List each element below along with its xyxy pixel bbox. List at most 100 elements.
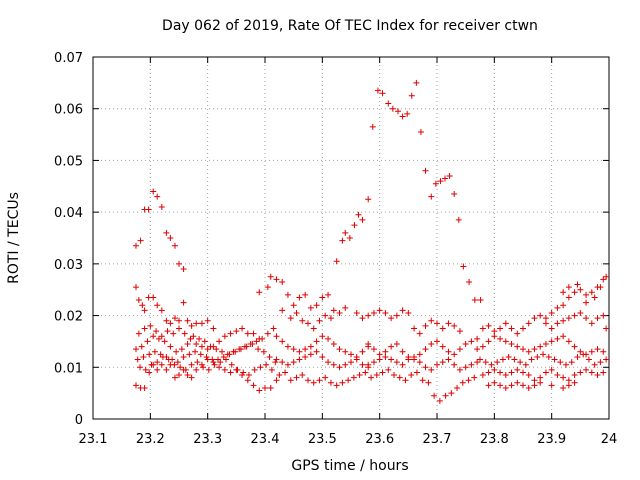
- data-point: [588, 289, 595, 296]
- data-point: [339, 379, 346, 386]
- data-point: [348, 351, 354, 358]
- data-point: [520, 325, 526, 332]
- data-point: [141, 307, 148, 314]
- data-point: [327, 315, 334, 322]
- data-point: [431, 392, 438, 399]
- data-point: [256, 335, 263, 342]
- data-point: [336, 346, 343, 353]
- data-point: [522, 361, 529, 368]
- chart-title: Day 062 of 2019, Rate Of TEC Index for r…: [162, 18, 538, 34]
- data-point: [184, 372, 191, 379]
- data-point: [217, 359, 224, 366]
- data-point: [203, 353, 210, 360]
- data-point: [497, 325, 504, 332]
- data-point: [158, 203, 165, 210]
- data-point: [399, 361, 406, 368]
- data-point: [502, 384, 509, 391]
- x-tick-label: 23.6: [365, 432, 394, 447]
- data-point: [198, 343, 205, 350]
- data-point: [434, 361, 440, 368]
- data-point: [416, 330, 423, 337]
- data-point: [374, 87, 381, 94]
- data-point: [416, 351, 423, 358]
- grid-lines: [93, 57, 609, 419]
- data-point: [417, 128, 424, 135]
- data-point: [445, 348, 452, 355]
- data-point: [465, 377, 472, 384]
- data-point: [151, 348, 158, 355]
- data-point: [227, 369, 234, 376]
- data-point: [439, 343, 446, 350]
- data-point: [588, 348, 595, 355]
- data-point: [147, 322, 154, 329]
- data-point: [163, 366, 170, 373]
- data-point: [511, 356, 518, 363]
- data-point: [355, 211, 362, 218]
- data-point: [534, 353, 541, 360]
- data-point: [336, 309, 343, 316]
- data-point: [585, 356, 592, 363]
- data-point: [359, 315, 366, 322]
- data-point: [158, 307, 165, 314]
- data-point: [514, 330, 521, 337]
- data-point: [290, 302, 297, 309]
- data-point: [428, 193, 435, 200]
- data-point: [171, 361, 178, 368]
- data-point: [537, 343, 544, 350]
- x-tick-label: 23.4: [251, 432, 280, 447]
- data-point: [186, 351, 193, 358]
- data-point: [425, 379, 432, 386]
- data-point: [491, 328, 498, 335]
- data-point: [565, 315, 572, 322]
- data-point: [565, 284, 572, 291]
- data-point: [399, 113, 406, 120]
- data-point: [209, 356, 216, 363]
- data-point: [133, 284, 139, 291]
- data-point: [537, 374, 544, 381]
- data-point: [565, 294, 572, 301]
- data-point: [554, 372, 561, 379]
- data-point: [548, 338, 555, 345]
- data-point: [422, 364, 429, 371]
- data-point: [468, 338, 475, 345]
- data-point: [333, 382, 340, 389]
- data-point: [557, 359, 564, 366]
- data-point: [542, 315, 549, 322]
- axis-ticks: 23.1 23.2 23.3 23.4 23.5 23.6 23.7 23.8 23.9 24 0 0…: [54, 51, 617, 447]
- data-point: [583, 299, 590, 306]
- data-point: [221, 333, 228, 340]
- data-point: [537, 312, 544, 319]
- data-point: [413, 369, 420, 376]
- data-point: [488, 361, 495, 368]
- data-point: [491, 366, 498, 373]
- data-point: [210, 359, 217, 366]
- data-point: [144, 338, 151, 345]
- data-point: [319, 333, 326, 340]
- data-point: [545, 353, 552, 360]
- data-point: [180, 299, 187, 306]
- data-point: [497, 335, 504, 342]
- data-point: [176, 325, 182, 332]
- data-point: [325, 335, 332, 342]
- data-point: [508, 325, 515, 332]
- data-point: [548, 366, 555, 373]
- data-point: [365, 361, 372, 368]
- data-point: [290, 346, 297, 353]
- data-point: [184, 341, 191, 348]
- data-point: [180, 353, 187, 360]
- data-point: [273, 377, 280, 384]
- data-point: [302, 291, 309, 298]
- data-point: [346, 235, 353, 241]
- data-point: [446, 172, 453, 179]
- data-point: [142, 366, 149, 373]
- data-point: [282, 369, 289, 376]
- data-point: [302, 346, 309, 353]
- data-point: [359, 348, 366, 355]
- data-point: [422, 167, 429, 174]
- data-point: [370, 309, 377, 316]
- data-point: [588, 320, 595, 327]
- data-point: [177, 364, 184, 371]
- data-point: [322, 374, 329, 381]
- data-point: [234, 366, 241, 373]
